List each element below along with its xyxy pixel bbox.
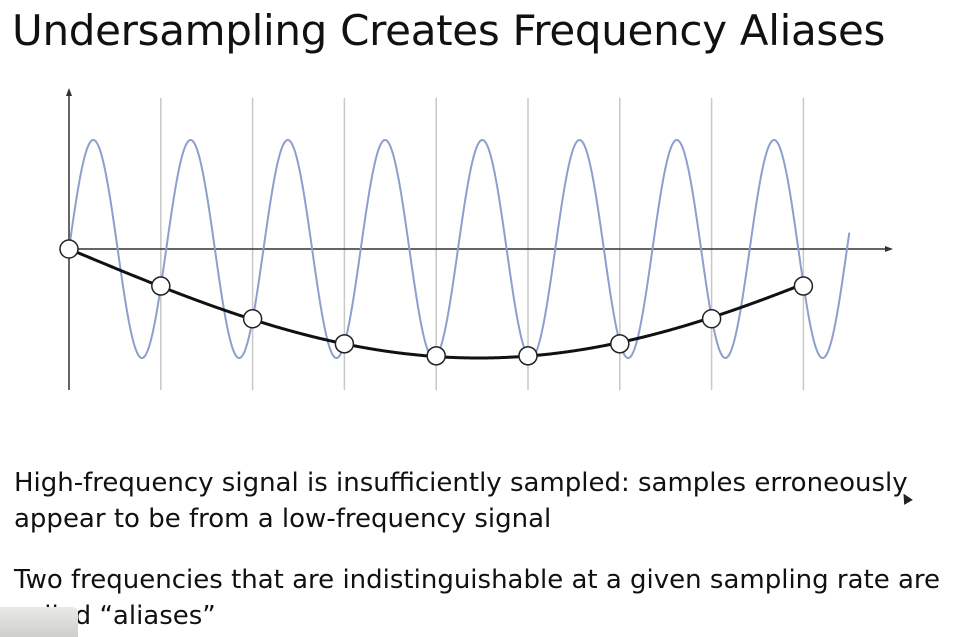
slide-title: Undersampling Creates Frequency Aliases	[12, 6, 886, 55]
high-frequency-signal	[68, 138, 851, 360]
sample-point	[151, 276, 171, 296]
x-axis-arrow-icon	[885, 246, 893, 252]
y-axis-arrow-icon	[66, 88, 72, 96]
webcam-overlay	[0, 607, 78, 637]
sample-lines	[160, 98, 805, 390]
sample-point	[518, 346, 538, 366]
sample-point	[793, 276, 814, 296]
sample-point	[242, 309, 263, 329]
sample-point	[59, 239, 79, 259]
bullet-2: Two frequencies that are indistinguishab…	[14, 565, 941, 631]
axes	[66, 88, 893, 390]
bullet-1: High-frequency signal is insufficiently …	[14, 468, 908, 534]
sample-point	[610, 334, 630, 354]
sample-point	[334, 334, 355, 354]
sample-point	[426, 346, 446, 366]
sample-point	[701, 309, 722, 329]
aliasing-diagram	[59, 88, 893, 390]
sample-points	[59, 239, 814, 366]
